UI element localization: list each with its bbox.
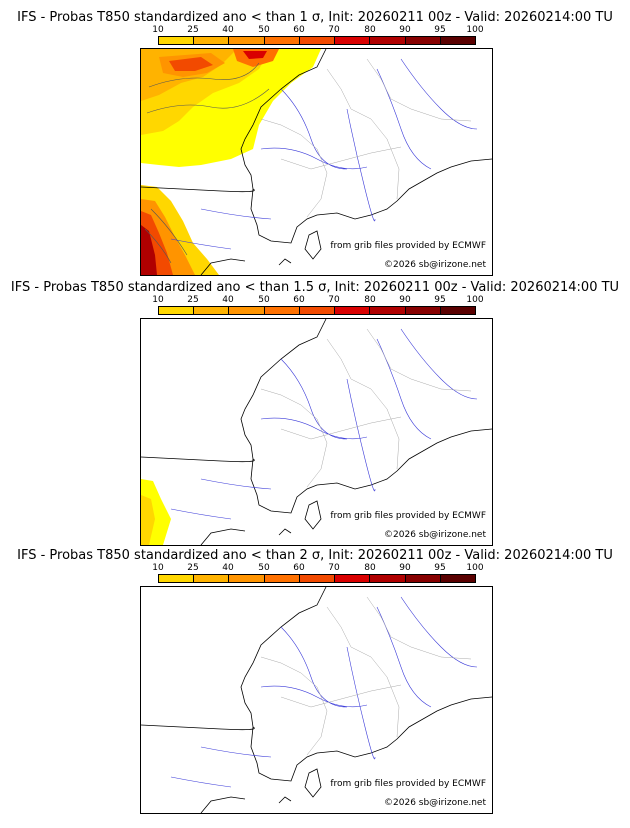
colorbar-tick: 10 <box>152 563 164 573</box>
colorbar-swatch <box>229 307 265 314</box>
colorbar-tick: 25 <box>187 295 199 305</box>
panel-title: IFS - Probas T850 standardized ano < tha… <box>10 280 620 295</box>
colorbar-swatch <box>405 37 441 44</box>
colorbar-swatch <box>335 575 371 582</box>
colorbar-tick: 90 <box>399 25 411 35</box>
colorbar-swatch <box>159 37 195 44</box>
colorbar-labels: 10 25 40 50 60 70 80 90 95 100 <box>140 563 483 573</box>
colorbar-swatch <box>299 307 336 314</box>
colorbar-tick: 95 <box>434 295 446 305</box>
colorbar-tick: 70 <box>328 295 340 305</box>
colorbar-swatch <box>299 37 336 44</box>
colorbar-swatch <box>335 37 371 44</box>
colorbar-swatch <box>159 307 195 314</box>
probability-map <box>141 587 492 813</box>
colorbar-swatch <box>440 307 475 314</box>
colorbar-swatch <box>299 575 336 582</box>
colorbar-tick: 90 <box>399 295 411 305</box>
colorbar-labels: 10 25 40 50 60 70 80 90 95 100 <box>140 25 483 35</box>
probability-map <box>141 319 492 545</box>
colorbar-tick: 25 <box>187 25 199 35</box>
panel-title: IFS - Probas T850 standardized ano < tha… <box>17 10 613 25</box>
colorbar-tick: 100 <box>466 563 484 573</box>
colorbar-swatch <box>264 37 300 44</box>
colorbar-tick: 70 <box>328 563 340 573</box>
colorbar-tick: 80 <box>364 563 376 573</box>
colorbar-tick: 100 <box>466 295 484 305</box>
colorbar-tick: 40 <box>222 563 234 573</box>
colorbar-tick: 50 <box>258 295 270 305</box>
colorbar-tick: 60 <box>293 563 305 573</box>
colorbar-tick: 80 <box>364 295 376 305</box>
colorbar-swatch <box>194 307 230 314</box>
provider-credit: from grib files provided by ECMWF <box>330 511 486 521</box>
copyright-credit: ©2026 sb@irizone.net <box>384 530 486 540</box>
colorbar <box>158 574 476 583</box>
colorbar-swatch <box>229 37 265 44</box>
colorbar <box>158 36 476 45</box>
copyright-credit: ©2026 sb@irizone.net <box>384 260 486 270</box>
probability-map <box>141 49 492 275</box>
map-panel-1: IFS - Probas T850 standardized ano < tha… <box>0 0 630 276</box>
colorbar-tick: 50 <box>258 563 270 573</box>
colorbar-swatch <box>264 575 300 582</box>
colorbar-swatch <box>440 37 475 44</box>
colorbar-tick: 100 <box>466 25 484 35</box>
colorbar-swatch <box>264 307 300 314</box>
provider-credit: from grib files provided by ECMWF <box>330 779 486 789</box>
map-panel-3: IFS - Probas T850 standardized ano < tha… <box>0 538 630 814</box>
colorbar-tick: 60 <box>293 295 305 305</box>
colorbar-swatch <box>370 37 406 44</box>
panel-title: IFS - Probas T850 standardized ano < tha… <box>17 548 613 563</box>
colorbar-tick: 10 <box>152 25 164 35</box>
colorbar-swatch <box>405 575 441 582</box>
map-area: from grib files provided by ECMWF ©2026 … <box>140 318 493 546</box>
colorbar-tick: 70 <box>328 25 340 35</box>
map-panel-2: IFS - Probas T850 standardized ano < tha… <box>0 270 630 546</box>
colorbar-swatch <box>194 575 230 582</box>
colorbar-tick: 95 <box>434 563 446 573</box>
colorbar-tick: 80 <box>364 25 376 35</box>
colorbar-swatch <box>229 575 265 582</box>
colorbar-swatch <box>159 575 195 582</box>
map-area: from grib files provided by ECMWF ©2026 … <box>140 48 493 276</box>
colorbar-swatch <box>440 575 475 582</box>
colorbar-tick: 40 <box>222 25 234 35</box>
colorbar-swatch <box>194 37 230 44</box>
copyright-credit: ©2026 sb@irizone.net <box>384 798 486 808</box>
provider-credit: from grib files provided by ECMWF <box>330 241 486 251</box>
colorbar-tick: 90 <box>399 563 411 573</box>
colorbar <box>158 306 476 315</box>
colorbar-tick: 25 <box>187 563 199 573</box>
colorbar-tick: 60 <box>293 25 305 35</box>
colorbar-swatch <box>370 307 406 314</box>
colorbar-labels: 10 25 40 50 60 70 80 90 95 100 <box>140 295 483 305</box>
colorbar-tick: 40 <box>222 295 234 305</box>
colorbar-swatch <box>335 307 371 314</box>
colorbar-tick: 50 <box>258 25 270 35</box>
colorbar-swatch <box>370 575 406 582</box>
colorbar-tick: 95 <box>434 25 446 35</box>
colorbar-tick: 10 <box>152 295 164 305</box>
colorbar-swatch <box>405 307 441 314</box>
map-area: from grib files provided by ECMWF ©2026 … <box>140 586 493 814</box>
